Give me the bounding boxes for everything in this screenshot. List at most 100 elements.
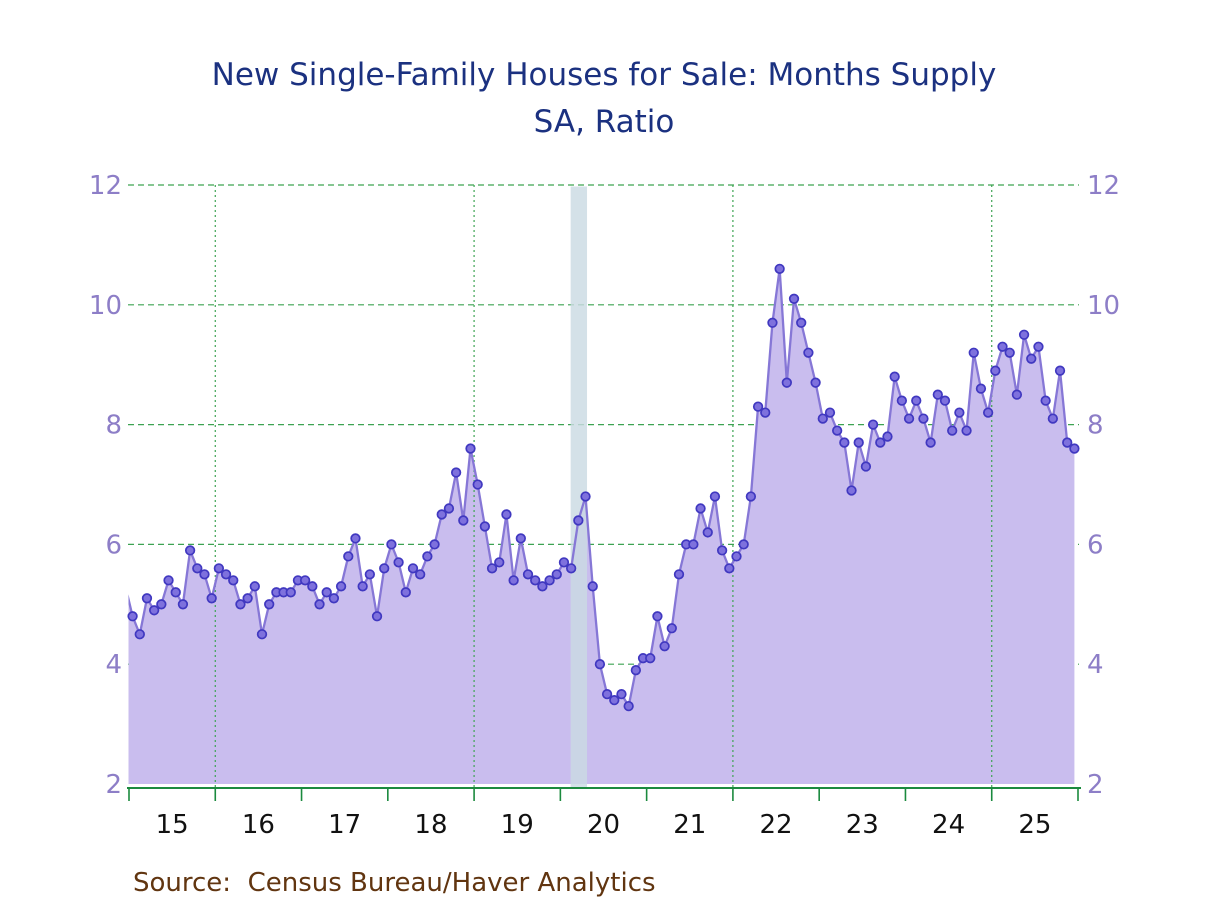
data-point bbox=[961, 425, 972, 436]
data-point bbox=[932, 389, 943, 400]
data-point bbox=[846, 485, 857, 496]
data-point bbox=[688, 539, 699, 550]
data-point bbox=[177, 599, 189, 610]
recession-band bbox=[570, 186, 588, 787]
data-point bbox=[990, 365, 1001, 376]
x-tick-label: 15 bbox=[156, 810, 189, 840]
data-point bbox=[839, 437, 850, 448]
y-tick-label-left: 2 bbox=[105, 770, 122, 800]
y-tick-label-left: 6 bbox=[105, 530, 122, 560]
data-point bbox=[335, 581, 347, 592]
data-point bbox=[1018, 329, 1030, 340]
data-point bbox=[752, 401, 764, 412]
data-point bbox=[479, 521, 491, 532]
data-point bbox=[810, 377, 821, 388]
y-tick-label-left: 12 bbox=[89, 171, 122, 201]
data-point bbox=[371, 611, 383, 622]
data-point bbox=[889, 371, 900, 382]
x-tick-label: 21 bbox=[673, 810, 706, 840]
data-point bbox=[731, 551, 742, 562]
data-point bbox=[537, 581, 548, 592]
data-point bbox=[235, 599, 246, 610]
data-point bbox=[867, 419, 879, 430]
x-axis-labels: 15 16 17 18 19 20 21 22 23 24 25 bbox=[156, 810, 1052, 840]
x-tick-label: 25 bbox=[1018, 810, 1051, 840]
data-point bbox=[256, 629, 268, 640]
data-point bbox=[386, 539, 397, 550]
data-point bbox=[357, 581, 368, 592]
data-point bbox=[1040, 395, 1051, 406]
data-point bbox=[911, 395, 922, 406]
data-point bbox=[903, 413, 915, 424]
data-point bbox=[494, 557, 505, 568]
data-point bbox=[609, 694, 620, 706]
data-point bbox=[264, 599, 275, 610]
data-point bbox=[213, 563, 225, 574]
data-point bbox=[716, 545, 728, 556]
data-point bbox=[975, 383, 987, 394]
data-point bbox=[601, 689, 613, 700]
x-tick-label: 22 bbox=[759, 810, 792, 840]
data-point bbox=[860, 461, 872, 472]
data-point bbox=[760, 407, 771, 418]
data-point bbox=[422, 551, 433, 562]
y-tick-label-left: 4 bbox=[105, 650, 122, 680]
data-point bbox=[1026, 353, 1037, 364]
data-point bbox=[1047, 413, 1058, 424]
data-point bbox=[882, 431, 893, 442]
data-point bbox=[501, 509, 512, 520]
data-point bbox=[709, 491, 721, 502]
data-point bbox=[875, 437, 886, 448]
data-point bbox=[249, 581, 260, 592]
data-point bbox=[788, 293, 800, 304]
y-tick-label-right: 8 bbox=[1087, 411, 1104, 441]
vertical-gridlines bbox=[214, 185, 993, 787]
data-point bbox=[343, 551, 354, 562]
x-tick-label: 16 bbox=[242, 810, 275, 840]
data-point bbox=[666, 623, 677, 634]
data-point bbox=[954, 407, 965, 418]
data-point bbox=[393, 557, 404, 568]
data-point bbox=[968, 347, 979, 358]
data-point bbox=[307, 581, 318, 592]
data-point bbox=[702, 527, 713, 538]
data-point bbox=[724, 563, 735, 574]
data-point bbox=[803, 347, 814, 358]
data-point bbox=[817, 413, 828, 424]
data-point bbox=[580, 491, 591, 502]
data-point bbox=[551, 569, 562, 580]
data-point bbox=[458, 515, 469, 526]
data-point bbox=[407, 563, 419, 574]
data-point bbox=[522, 569, 534, 580]
x-tick-label: 20 bbox=[587, 810, 620, 840]
data-point bbox=[1062, 437, 1073, 448]
data-point bbox=[774, 263, 785, 275]
data-point bbox=[206, 593, 217, 604]
chart-title-line2: SA, Ratio bbox=[533, 104, 675, 140]
data-point bbox=[673, 569, 685, 580]
y-tick-label-left: 8 bbox=[105, 411, 122, 441]
data-point bbox=[199, 569, 210, 580]
data-point bbox=[508, 575, 519, 586]
data-point bbox=[587, 581, 598, 592]
data-point bbox=[896, 395, 908, 406]
x-tick-label: 17 bbox=[328, 810, 361, 840]
data-point bbox=[623, 700, 634, 712]
x-tick-label: 19 bbox=[501, 810, 534, 840]
y-axis-labels: 2 2 4 4 6 6 8 8 10 10 12 12 bbox=[89, 171, 1120, 800]
data-point bbox=[364, 569, 375, 580]
data-point bbox=[450, 467, 462, 478]
data-point bbox=[443, 503, 455, 514]
data-point bbox=[616, 689, 627, 700]
data-point bbox=[415, 569, 426, 580]
y-tick-label-right: 10 bbox=[1087, 291, 1120, 321]
data-point bbox=[767, 317, 778, 328]
data-point bbox=[566, 563, 577, 574]
data-point bbox=[220, 569, 232, 580]
data-point bbox=[328, 593, 340, 604]
data-point bbox=[149, 605, 160, 616]
data-point bbox=[285, 587, 296, 598]
data-point bbox=[163, 575, 174, 586]
data-point bbox=[982, 407, 994, 418]
